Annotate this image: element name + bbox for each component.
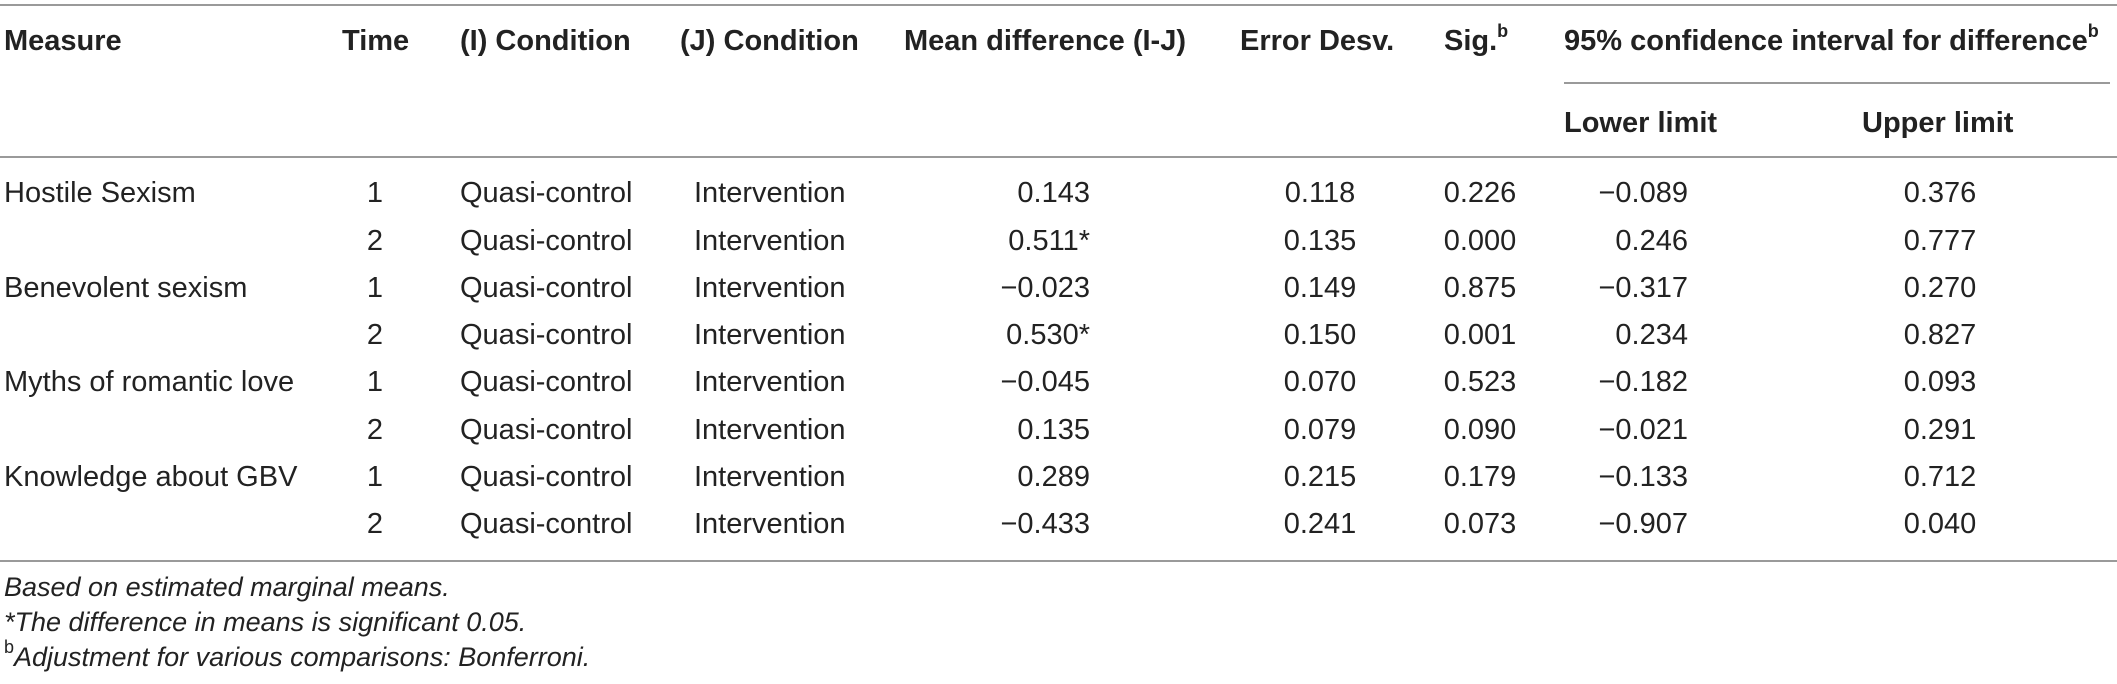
cell-measure: Knowledge about GBV [4,461,298,493]
table-note-bonferroni: bAdjustment for various comparisons: Bon… [4,638,591,673]
cell-sig: 0.179 [1443,461,1517,493]
cell-i-condition: Quasi-control [460,508,633,540]
cell-lower-limit: 0.234 [1615,319,1688,351]
cell-mean-difference: −0.433 [1000,508,1090,540]
cell-j-condition: Intervention [694,225,846,257]
cell-error: 0.241 [1283,508,1357,540]
cell-sig: 0.073 [1443,508,1517,540]
cell-i-condition: Quasi-control [460,272,633,304]
cell-time: 2 [366,225,384,257]
cell-measure: Myths of romantic love [4,366,295,398]
table-note-marginal-means: Based on estimated marginal means. [4,572,450,602]
cell-mean-difference: 0.135 [1017,414,1090,446]
header-ci-footnote: b [2087,21,2099,41]
cell-sig: 0.875 [1443,272,1517,304]
cell-j-condition: Intervention [694,177,846,209]
cell-mean-difference: 0.511* [1008,225,1090,257]
header-bottom-rule [0,156,2117,158]
cell-sig: 0.000 [1443,225,1517,257]
cell-i-condition: Quasi-control [460,177,633,209]
header-sig: Sig.b [1444,21,1509,58]
ci-subheader-rule [1564,82,2110,84]
cell-time: 2 [366,319,384,351]
cell-lower-limit: −0.317 [1598,272,1688,304]
cell-time: 2 [366,414,384,446]
cell-lower-limit: 0.246 [1615,225,1688,257]
cell-upper-limit: 0.376 [1903,177,1977,209]
bottom-rule [0,560,2117,562]
cell-mean-difference: 0.289 [1017,461,1090,493]
cell-time: 1 [366,366,384,398]
header-i-condition: (I) Condition [460,25,631,57]
cell-i-condition: Quasi-control [460,319,633,351]
cell-lower-limit: −0.907 [1598,508,1688,540]
cell-sig: 0.090 [1443,414,1517,446]
cell-i-condition: Quasi-control [460,366,633,398]
cell-j-condition: Intervention [694,414,846,446]
cell-j-condition: Intervention [694,366,846,398]
cell-lower-limit: −0.182 [1598,366,1688,398]
cell-sig: 0.226 [1443,177,1517,209]
cell-upper-limit: 0.040 [1903,508,1977,540]
table-note-significance: *The difference in means is significant … [4,607,527,637]
header-lower-limit: Lower limit [1564,107,1718,139]
cell-mean-difference: −0.023 [1000,272,1090,304]
cell-measure: Hostile Sexism [4,177,196,209]
cell-measure: Benevolent sexism [4,272,248,304]
header-time: Time [342,25,410,57]
header-ci-label: 95% confidence interval for difference [1564,25,2088,57]
cell-error: 0.118 [1284,177,1356,209]
cell-error: 0.150 [1283,319,1357,351]
header-ci: 95% confidence interval for differenceb [1564,21,2099,58]
cell-error: 0.079 [1283,414,1357,446]
cell-error: 0.215 [1283,461,1357,493]
cell-upper-limit: 0.827 [1903,319,1977,351]
cell-time: 2 [366,508,384,540]
cell-i-condition: Quasi-control [460,461,633,493]
cell-i-condition: Quasi-control [460,414,633,446]
header-error: Error Desv. [1240,25,1395,57]
cell-sig: 0.523 [1443,366,1517,398]
header-mean-difference: Mean difference (I-J) [904,25,1186,57]
cell-j-condition: Intervention [694,319,846,351]
note-footnote-marker: b [4,637,15,657]
cell-error: 0.070 [1283,366,1357,398]
header-sig-footnote: b [1497,21,1509,41]
cell-time: 1 [366,461,384,493]
header-upper-limit: Upper limit [1862,107,2014,139]
cell-lower-limit: −0.089 [1598,177,1688,209]
cell-time: 1 [366,272,384,304]
cell-j-condition: Intervention [694,272,846,304]
header-measure: Measure [4,25,122,57]
cell-time: 1 [366,177,384,209]
cell-upper-limit: 0.777 [1903,225,1977,257]
header-j-condition: (J) Condition [680,25,859,57]
header-sig-label: Sig. [1444,25,1498,57]
cell-upper-limit: 0.270 [1903,272,1977,304]
cell-error: 0.135 [1283,225,1357,257]
cell-upper-limit: 0.712 [1903,461,1977,493]
cell-lower-limit: −0.133 [1598,461,1688,493]
cell-sig: 0.001 [1443,319,1517,351]
cell-lower-limit: −0.021 [1598,414,1688,446]
top-rule [0,4,2117,6]
cell-mean-difference: 0.143 [1017,177,1090,209]
cell-j-condition: Intervention [694,461,846,493]
cell-error: 0.149 [1283,272,1357,304]
cell-upper-limit: 0.291 [1903,414,1977,446]
note-bonferroni-text: Adjustment for various comparisons: Bonf… [14,642,591,672]
cell-i-condition: Quasi-control [460,225,633,257]
cell-mean-difference: −0.045 [1000,366,1090,398]
cell-mean-difference: 0.530* [1006,319,1090,351]
cell-upper-limit: 0.093 [1903,366,1977,398]
cell-j-condition: Intervention [694,508,846,540]
